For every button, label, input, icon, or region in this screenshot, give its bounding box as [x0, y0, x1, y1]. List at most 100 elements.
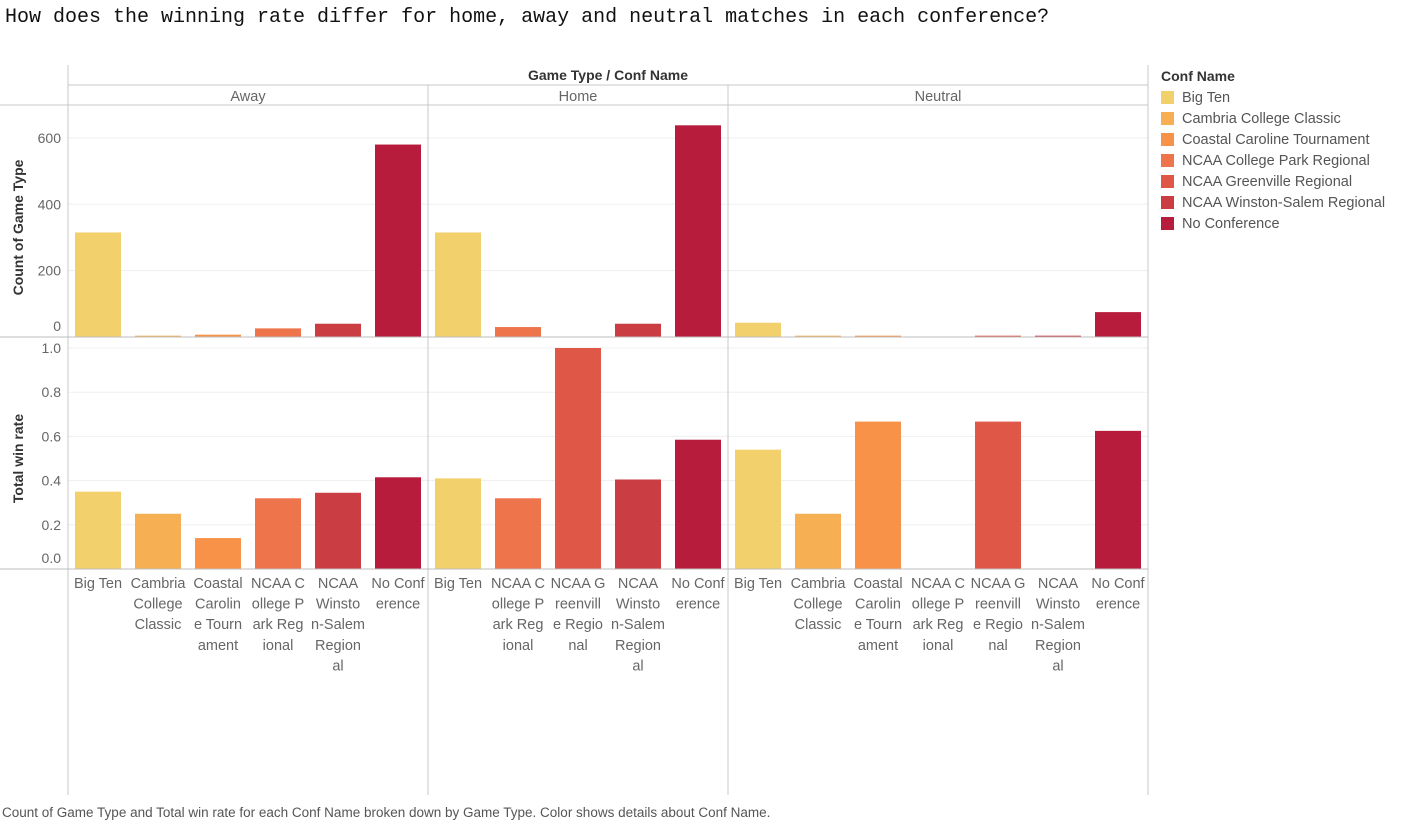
legend-item[interactable]: No Conference [1161, 213, 1385, 234]
x-tick-label: NCAA Winsto n-Salem Region al [1031, 576, 1085, 674]
x-tick-label-line: NCAA [318, 576, 359, 592]
x-tick-label-line: Winsto [316, 597, 360, 613]
bar [435, 232, 481, 337]
x-tick-label-line: Winsto [1036, 597, 1080, 613]
legend-item[interactable]: Coastal Caroline Tournament [1161, 129, 1385, 150]
legend-swatch [1161, 91, 1174, 104]
x-tick-label: No Conf erence [671, 576, 725, 613]
bar [555, 348, 601, 569]
x-tick-label-line: erence [1096, 597, 1140, 613]
x-tick-label-line: Region [1035, 638, 1081, 654]
bar [315, 492, 361, 569]
x-tick-label-line: Region [315, 638, 361, 654]
x-tick-label: Big Ten [734, 576, 782, 592]
x-tick-label: NCAA Winsto n-Salem Region al [611, 576, 665, 674]
legend-swatch [1161, 196, 1174, 209]
x-tick-label-line: n-Salem [611, 617, 665, 633]
x-tick-label-line: No Conf [1091, 576, 1145, 592]
x-tick-label-line: Cambria [791, 576, 847, 592]
x-tick-label-line: Coastal [193, 576, 242, 592]
legend-items: Big Ten Cambria College Classic Coastal Ca… [1161, 87, 1385, 234]
bar [615, 323, 661, 337]
x-tick-label: NCAA G reenvill e Regio nal [551, 576, 606, 654]
bar [255, 498, 301, 569]
x-tick-label-line: al [332, 658, 343, 674]
x-tick-label-line: Region [615, 638, 661, 654]
legend-item[interactable]: Cambria College Classic [1161, 108, 1385, 129]
x-tick-label-line: Carolin [195, 597, 241, 613]
x-tick-label-line: nal [988, 638, 1007, 654]
bar [795, 335, 841, 337]
x-tick-label-line: ark Reg [253, 617, 304, 633]
legend-item[interactable]: NCAA Winston-Salem Regional [1161, 192, 1385, 213]
chart-title: How does the winning rate differ for hom… [5, 6, 1050, 29]
x-tick-label-line: reenvill [555, 597, 601, 613]
x-tick-label-line: No Conf [371, 576, 425, 592]
x-tick-label-line: ional [503, 638, 534, 654]
bar [975, 421, 1021, 569]
bar [975, 335, 1021, 337]
y-tick-label: 0.4 [42, 473, 62, 489]
x-tick-label-line: College [133, 597, 182, 613]
x-tick-label: Big Ten [434, 576, 482, 592]
bar [375, 144, 421, 337]
x-tick-label: No Conf erence [1091, 576, 1145, 613]
bar [615, 479, 661, 569]
bar [675, 439, 721, 569]
legend-swatch [1161, 133, 1174, 146]
x-tick-label: NCAA Winsto n-Salem Region al [311, 576, 365, 674]
x-tick-label: NCAA G reenvill e Regio nal [971, 576, 1026, 654]
legend-swatch [1161, 154, 1174, 167]
x-tick-label-line: Big Ten [434, 576, 482, 592]
bar [195, 334, 241, 337]
bar [495, 498, 541, 569]
x-tick-label-line: ark Reg [913, 617, 964, 633]
bar [855, 335, 901, 337]
x-tick-label-line: erence [376, 597, 420, 613]
x-tick-label-line: n-Salem [1031, 617, 1085, 633]
bar [255, 328, 301, 337]
x-tick-label: Coastal Carolin e Tourn ament [193, 576, 242, 654]
bar [735, 322, 781, 337]
legend-swatch [1161, 217, 1174, 230]
x-tick-label-line: Big Ten [734, 576, 782, 592]
x-tick-label: No Conf erence [371, 576, 425, 613]
bar [375, 477, 421, 569]
legend-label: NCAA College Park Regional [1182, 152, 1370, 169]
legend-item[interactable]: NCAA College Park Regional [1161, 150, 1385, 171]
x-tick-label: Big Ten [74, 576, 122, 592]
legend-label: Coastal Caroline Tournament [1182, 131, 1370, 148]
x-tick-label: NCAA C ollege P ark Reg ional [251, 576, 305, 654]
bar [855, 421, 901, 569]
bar [675, 125, 721, 337]
legend-item[interactable]: NCAA Greenville Regional [1161, 171, 1385, 192]
legend-item[interactable]: Big Ten [1161, 87, 1385, 108]
y-tick-label: 0.6 [42, 428, 62, 444]
x-tick-label-line: Cambria [131, 576, 187, 592]
bar [735, 449, 781, 569]
legend-swatch [1161, 175, 1174, 188]
x-tick-label-line: Classic [135, 617, 182, 633]
x-tick-label-line: NCAA [1038, 576, 1079, 592]
chart-area: Game Type / Conf Name Away Home Neutral 0 200… [0, 65, 1149, 795]
x-tick-label-line: e Regio [553, 617, 603, 633]
x-tick-label-line: al [632, 658, 643, 674]
bar [135, 335, 181, 337]
facet-label: Away [230, 89, 266, 105]
x-tick-label-line: NCAA C [251, 576, 305, 592]
y-tick-label: 400 [38, 196, 62, 212]
bar [195, 538, 241, 569]
x-tick-label-line: NCAA [618, 576, 659, 592]
legend[interactable]: Conf Name Big Ten Cambria College Classic… [1161, 68, 1385, 234]
bar [435, 478, 481, 569]
y-tick-label: 0.0 [42, 550, 62, 566]
y-tick-label: 0.2 [42, 517, 62, 533]
bar [1095, 312, 1141, 337]
legend-title: Conf Name [1161, 68, 1235, 84]
x-tick-label-line: ollege P [912, 597, 964, 613]
x-tick-label-line: al [1052, 658, 1063, 674]
bar [315, 323, 361, 337]
y-tick-label: 200 [38, 263, 62, 279]
x-tick-label-line: Coastal [853, 576, 902, 592]
bar [795, 513, 841, 569]
